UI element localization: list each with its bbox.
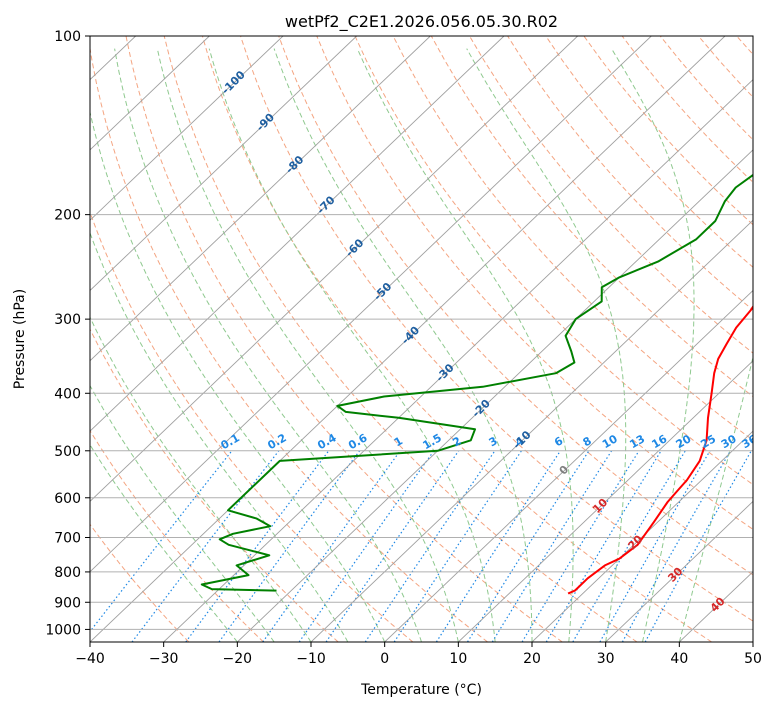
moist-adiabat-line: [208, 48, 496, 642]
moist-adiabat-line: [90, 110, 386, 642]
isotherm-line: [90, 36, 726, 642]
x-tick-label: −40: [75, 651, 105, 667]
isotherms: [90, 36, 753, 642]
moist-adiabat-line: [466, 48, 627, 642]
isotherm-line: [605, 500, 753, 642]
isotherm-line: [310, 219, 753, 642]
dry-adiabat-line: [163, 36, 638, 642]
mixing-ratio-line: [325, 450, 460, 642]
profile-series: [200, 173, 753, 595]
moist-adiabat-line: [156, 48, 459, 642]
mixing-ratio-line: [466, 450, 590, 642]
x-axis: −40 −30 −20 −10 0 10 20 30 40 50: [75, 642, 762, 667]
x-tick-label: −10: [296, 651, 326, 667]
isotherm-line: [384, 289, 753, 642]
pressure-gridlines: [90, 36, 753, 630]
isotherm-line: [458, 360, 753, 642]
y-tick-label: 800: [54, 565, 81, 581]
y-tick-label: 200: [54, 208, 81, 224]
x-tick-label: 10: [449, 651, 467, 667]
y-tick-label: 1000: [45, 622, 81, 638]
dry-adiabat-line: [90, 523, 190, 642]
y-tick-label: 700: [54, 531, 81, 547]
dry-adiabat-line: [90, 429, 264, 642]
moist-adiabat-line: [678, 354, 753, 642]
y-tick-label: 900: [54, 595, 81, 611]
moist-adiabat-line: [90, 231, 349, 642]
mixing-ratio-line: [364, 450, 496, 642]
mixing-ratio-line: [435, 450, 561, 642]
moist-adiabat-line: [611, 48, 695, 642]
mixing-ratio-line: [218, 450, 361, 642]
x-axis-label: Temperature (°C): [360, 682, 482, 698]
isotherm-line: [90, 36, 652, 573]
dry-adiabat-line: [392, 36, 753, 441]
x-tick-label: 50: [744, 651, 762, 667]
isotherm-line: [531, 430, 753, 642]
y-axis: 100 200 300 400 500 600 700 800 900 1000: [45, 29, 90, 638]
mixing-ratio-lines: [90, 450, 752, 642]
x-tick-label: 20: [523, 651, 541, 667]
mixing-ratio-line: [185, 450, 330, 642]
isotherm-line: [90, 36, 431, 362]
moist-adiabats: [90, 48, 753, 642]
dewpoint-profile-line: [200, 173, 753, 592]
isotherm-line: [90, 36, 578, 503]
dry-adiabat-line: [240, 36, 753, 622]
isotherm-line: [90, 36, 210, 151]
temperature-profile-line: [567, 304, 753, 595]
moist-adiabat-line: [90, 443, 238, 642]
dry-adiabat-line: [469, 36, 753, 354]
mixing-ratio-line: [545, 450, 662, 642]
moist-adiabat-line: [273, 48, 533, 642]
dry-adiabat-line: [90, 45, 488, 642]
moist-adiabat-line: [356, 48, 574, 642]
y-tick-label: 300: [54, 312, 81, 328]
x-tick-label: 0: [380, 651, 389, 667]
mixing-ratio-line: [262, 450, 401, 642]
x-tick-label: 30: [597, 651, 615, 667]
mixing-ratio-label: 36: [740, 432, 760, 451]
x-tick-label: −30: [149, 651, 179, 667]
y-tick-label: 600: [54, 491, 81, 507]
y-tick-label: 400: [54, 386, 81, 402]
mixing-ratio-line: [298, 450, 435, 642]
y-tick-label: 100: [54, 29, 81, 45]
y-tick-label: 500: [54, 444, 81, 460]
dry-adiabat-line: [201, 36, 712, 642]
dry-adiabat-line: [125, 36, 563, 642]
isotherm-line: [237, 149, 753, 642]
y-axis-label: Pressure (hPa): [12, 289, 28, 389]
isotherm-line: [90, 36, 284, 221]
chart-title: wetPf2_C2E1.2026.056.05.30.R02: [285, 12, 558, 32]
dry-adiabat-line: [90, 210, 414, 642]
isotherm-line: [90, 36, 357, 292]
moist-adiabat-line: [114, 48, 422, 642]
mixing-ratio-line: [521, 450, 640, 642]
x-tick-label: 40: [670, 651, 688, 667]
isotherm-line: [163, 78, 753, 642]
plot-frame: [89, 35, 754, 643]
x-tick-label: −20: [223, 651, 253, 667]
isotherm-line: [90, 36, 505, 432]
dry-adiabats: [90, 36, 753, 642]
